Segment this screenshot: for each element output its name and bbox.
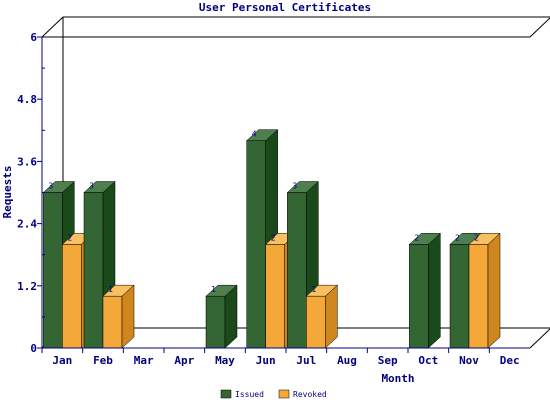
x-tick-label-dec: Dec [500,354,520,367]
floor-right-edge [529,328,550,349]
x-tick-label-aug: Aug [337,354,357,367]
data-label-revoked-jan: 2 [67,233,72,242]
data-label-issued-may: 1 [211,285,216,294]
axes: 0 1.2 2.4 3.6 4.8 6 Jan Feb Mar Apr May Jun Jul Aug Se… [17,31,530,367]
bars: 3 2 3 1 1 4 2 3 1 2 2 2 [42,129,501,349]
x-tick-label-nov: Nov [459,354,479,367]
bar-top-issued-oct [408,233,441,245]
top-left-depth-edge [41,16,64,38]
data-label-revoked-nov: 2 [474,233,479,242]
bar-revoked-nov [468,244,489,349]
x-tick-label-jan: Jan [52,354,72,367]
bar-top-issued-feb [83,181,116,193]
y-axis-title: Requests [1,166,14,219]
legend-label-issued: Issued [235,390,264,399]
chart-title: User Personal Certificates [199,1,371,14]
bar-issued-jul [287,192,307,349]
data-label-revoked-jul: 1 [311,285,316,294]
bar-revoked-jun [265,244,285,349]
x-axis-title: Month [381,372,414,385]
x-tick-label-sep: Sep [378,354,398,367]
data-label-revoked-jun: 2 [271,233,276,242]
bar-revoked-jul [306,295,326,349]
bar-top-issued-jan [42,181,75,193]
bar-revoked-jan [62,244,82,349]
bar-top-issued-may [205,284,238,297]
x-tick-label-may: May [215,354,235,367]
y-tick-label: 2.4 [17,218,37,231]
bar-top-revoked-feb [102,284,135,297]
x-tick-label-jul: Jul [296,354,316,367]
data-label-issued-nov: 2 [455,233,460,242]
data-label-issued-feb: 3 [89,182,94,191]
data-label-issued-jun: 4 [252,130,257,139]
legend: Issued Revoked [220,389,327,399]
bar-side-issued-oct [428,232,441,349]
y-tick-label: 3.6 [17,155,37,168]
data-label-issued-oct: 2 [414,233,419,242]
bar-top-issued-jun [246,129,279,141]
y-tick-label: 0 [30,342,37,355]
data-label-revoked-feb: 1 [108,285,113,294]
x-tick-label-jun: Jun [256,354,276,367]
x-tick-label-apr: Apr [174,354,194,367]
legend-swatch-revoked [278,389,290,399]
bar-top-revoked-nov [468,233,501,245]
y-tick-label: 4.8 [17,93,37,106]
legend-swatch-issued [220,389,232,399]
x-tick-label-feb: Feb [93,354,113,367]
x-tick-label-mar: Mar [134,354,154,367]
bar-issued-may [205,295,226,349]
legend-label-revoked: Revoked [293,390,327,399]
bar-issued-jan [43,192,63,349]
bar-issued-jun [246,140,266,349]
bar-side-revoked-nov [487,232,501,349]
data-label-issued-jul: 3 [292,182,297,191]
y-tick-label: 1.2 [17,280,37,293]
top-right-depth-edge [529,17,550,38]
data-label-issued-jan: 3 [48,182,53,191]
y-tick-label: 6 [30,31,37,44]
bar-top-revoked-jul [305,284,338,297]
bar-revoked-feb [102,295,123,349]
bar-issued-nov [449,244,470,349]
bar-issued-oct [409,244,429,349]
x-tick-label-oct: Oct [418,354,438,367]
bar-top-issued-jul [286,181,319,193]
bar-issued-feb [83,192,104,349]
